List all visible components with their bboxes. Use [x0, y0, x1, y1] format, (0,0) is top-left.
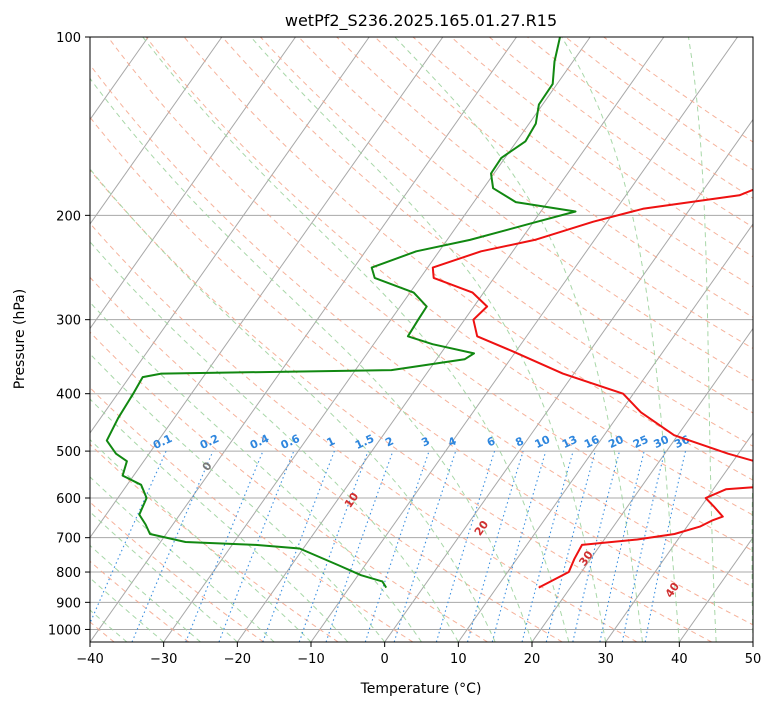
- moist-adiabat-line: [90, 398, 349, 642]
- dry-adiabat-line: [603, 37, 753, 143]
- y-tick-label: 200: [56, 209, 81, 224]
- dry-adiabat-line: [298, 37, 753, 381]
- y-tick-label: 400: [56, 388, 81, 403]
- dry-adiabat-line: [90, 64, 753, 588]
- isotherm-line: [90, 37, 517, 642]
- y-tick-label: 300: [56, 314, 81, 329]
- isotherm-line: [90, 37, 370, 434]
- mixing-ratio-label: 16: [582, 433, 602, 451]
- isotherm-line: [457, 223, 753, 642]
- dry-adiabat-label: -10: [61, 415, 84, 439]
- x-tick-label: 50: [745, 652, 762, 667]
- dry-adiabat-line: [145, 37, 753, 516]
- x-tick-label: 0: [381, 652, 389, 667]
- isotherm-line: [531, 327, 753, 642]
- isotherm-line: [678, 536, 753, 642]
- moist-adiabat-line: [751, 443, 753, 642]
- x-axis: −40 −30 −20 −10 0 10 20 30 40 50: [76, 642, 761, 667]
- dry-adiabat-line: [336, 37, 753, 350]
- moist-adiabat-line: [90, 168, 496, 642]
- moist-adiabat-line: [90, 301, 422, 642]
- moist-adiabat-line: [90, 511, 238, 642]
- mixing-ratio-label: 10: [533, 433, 553, 451]
- isotherm-line: [0, 37, 1, 642]
- y-axis: 100 200 300 400 500 600 700 800 900 1000: [48, 31, 90, 638]
- x-tick-label: −10: [297, 652, 324, 667]
- dry-adiabat-label: -20: [0, 398, 8, 422]
- dry-adiabats: [90, 37, 753, 642]
- dry-adiabat-line: [90, 443, 339, 642]
- dry-adiabat-line: [90, 501, 264, 642]
- x-tick-label: 40: [671, 652, 688, 667]
- x-tick-label: −40: [76, 652, 103, 667]
- mixing-ratio-label: 13: [560, 433, 579, 451]
- y-tick-label: 700: [56, 532, 81, 547]
- temperature-profile: [431, 188, 753, 589]
- mixing-ratio-line: [435, 450, 496, 642]
- x-tick-label: −20: [224, 652, 251, 667]
- mixing-ratio-line: [644, 450, 687, 642]
- x-tick-label: 20: [524, 652, 541, 667]
- y-tick-label: 500: [56, 445, 81, 460]
- moist-adiabat-line: [561, 37, 680, 642]
- chart-title: wetPf2_S236.2025.165.01.27.R15: [285, 11, 557, 31]
- isotherm-line: [90, 37, 223, 225]
- mixing-ratio-line: [393, 450, 457, 642]
- y-tick-label: 1000: [48, 623, 81, 638]
- isotherm-line: [605, 432, 753, 642]
- x-tick-label: −30: [150, 652, 177, 667]
- isotherm-line: [752, 641, 753, 642]
- skewed-isotherms: [0, 37, 753, 642]
- dry-adiabat-line: [90, 222, 638, 642]
- dry-adiabat-line: [527, 37, 753, 199]
- dry-adiabat-line: [183, 37, 753, 481]
- mixing-ratio-line: [218, 450, 295, 642]
- moist-adiabat-line: [142, 37, 570, 642]
- mixing-ratio-lines: [90, 450, 687, 642]
- x-axis-title: Temperature (°C): [360, 681, 482, 697]
- dry-adiabat-line: [90, 116, 753, 626]
- y-tick-label: 600: [56, 492, 81, 507]
- dry-adiabat-line: [450, 37, 753, 258]
- x-tick-label: 10: [450, 652, 467, 667]
- moist-adiabat-line: [90, 577, 165, 642]
- isotherm-line: [236, 37, 665, 642]
- dry-adiabat-line: [221, 37, 753, 447]
- mixing-ratio-label: 25: [631, 433, 650, 451]
- mixing-ratio-line: [364, 450, 430, 642]
- isobar-gridlines: [90, 37, 753, 630]
- y-axis-title: Pressure (hPa): [12, 289, 28, 389]
- isotherm-line: [310, 37, 738, 642]
- moist-adiabat-line: [90, 353, 386, 642]
- dry-adiabat-line: [488, 37, 753, 228]
- mixing-ratio-label: 20: [606, 433, 626, 451]
- moist-adiabat-line: [394, 37, 643, 642]
- mixing-ratio-label: 30: [652, 433, 672, 451]
- isotherm-line: [90, 37, 444, 539]
- y-tick-label: 100: [56, 31, 81, 46]
- sounding-profiles: [105, 37, 753, 589]
- plot-background: [90, 37, 753, 642]
- dry-adiabat-line: [107, 37, 753, 552]
- moist-adiabat-line: [90, 241, 459, 642]
- isotherm-line: [90, 37, 296, 330]
- dry-adiabat-line: [90, 169, 712, 642]
- plot-frame: [89, 36, 754, 643]
- isotherm-line: [163, 37, 591, 642]
- moist-adiabat-line: [688, 37, 717, 642]
- dry-adiabat-line: [90, 331, 488, 642]
- dry-adiabat-line: [260, 37, 753, 414]
- x-tick-label: 30: [597, 652, 614, 667]
- moist-adiabat-line: [90, 544, 201, 642]
- y-tick-label: 900: [56, 596, 81, 611]
- isotherm-line: [384, 118, 753, 642]
- y-tick-label: 800: [56, 566, 81, 581]
- mixing-ratio-line: [466, 450, 524, 642]
- moist-adiabat-line: [90, 77, 533, 642]
- dewpoint-profile: [105, 37, 577, 589]
- mixing-ratio-line: [491, 450, 547, 642]
- dry-adiabat-line: [90, 276, 563, 642]
- moist-adiabats: [90, 37, 753, 642]
